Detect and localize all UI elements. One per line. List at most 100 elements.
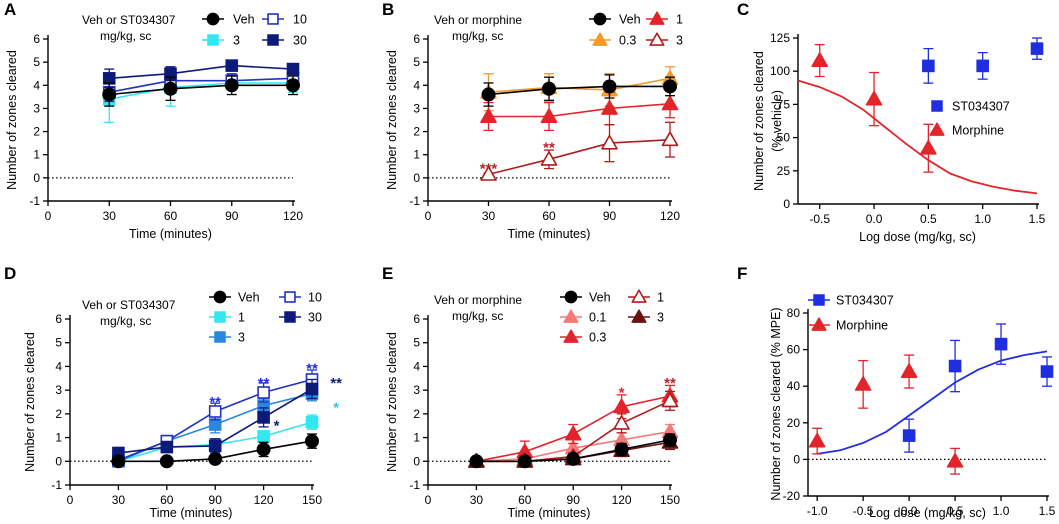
pa-y-tick-label: 2: [33, 125, 40, 139]
pe-y-tick-label: 3: [413, 383, 420, 397]
pd-x-tick-label: 0: [67, 493, 74, 507]
pb-series-3-point: [601, 134, 618, 150]
pf-legend-label: ST034307: [836, 294, 894, 308]
pe-series-03-point: [564, 425, 582, 441]
pf-x-tick-label: -0.5: [853, 504, 874, 518]
pa-series-3-line: [109, 82, 293, 100]
pa-y-tick-label: 6: [33, 32, 40, 46]
pc-series-ST034307-point: [1030, 42, 1044, 55]
pb-series-1-line: [488, 103, 671, 118]
pb-series-Veh-point: [481, 87, 496, 102]
pa-y-axis-title: Number of zones cleared: [5, 50, 19, 190]
panel-label-f: F: [737, 264, 747, 283]
pb-legend-marker: [649, 11, 665, 25]
pd-series-1-point: [257, 430, 270, 443]
pe-y-tick-label: -1: [409, 478, 420, 492]
pd-x-tick-label: 150: [302, 493, 322, 507]
pd-legend-label: Veh: [238, 291, 260, 305]
pb-legend-title: mg/kg, sc: [452, 29, 503, 43]
pb-y-tick-label: 1: [413, 148, 420, 162]
pd-y-tick-label: 3: [55, 383, 62, 397]
pa-series-Veh-point: [163, 81, 178, 96]
pf-x-axis-title: Log dose (mg/kg, sc): [869, 506, 986, 520]
panel-label-a: A: [4, 0, 16, 19]
pd-series-Veh-point: [304, 434, 319, 449]
pa-legend-label: 3: [233, 34, 240, 48]
pd-y-tick-label: 2: [55, 407, 62, 421]
pb-legend-marker: [593, 12, 607, 26]
pa-y-tick-label: 1: [33, 148, 40, 162]
pf-y-tick-label: 80: [787, 306, 801, 320]
pb-legend-label: 3: [676, 34, 683, 48]
pd-series-30-point: [160, 440, 174, 454]
pd-y-tick-label: 1: [55, 431, 62, 445]
pd-legend-label: 10: [308, 291, 322, 305]
pe-legend-marker: [563, 309, 579, 323]
pf-series-Morphine-point: [808, 432, 826, 448]
pe-significance-label: *: [619, 384, 625, 401]
pc-y-tick-label: 50: [777, 131, 791, 145]
pb-legend-label: Veh: [619, 13, 641, 27]
pd-legend-label: 3: [238, 331, 245, 345]
pd-x-tick-label: 120: [254, 493, 274, 507]
panel-label-b: B: [382, 0, 394, 19]
panel-label-c: C: [737, 0, 749, 19]
pa-legend-marker: [206, 12, 220, 26]
pe-series-Veh-point: [566, 451, 581, 466]
pc-legend-marker: [931, 100, 943, 112]
pe-y-tick-label: 1: [413, 431, 420, 445]
pe-legend-label: Veh: [589, 291, 611, 305]
pa-y-tick-label: 4: [33, 78, 40, 92]
panel-c: 0 25 50 75 100 125 -0.5 0.0 0.5 1.0 1.5 Log dose (m…: [752, 31, 1046, 244]
pf-y-tick-label: 60: [787, 343, 801, 357]
pa-series-30-point: [225, 59, 239, 72]
pe-x-tick-label: 120: [612, 493, 632, 507]
pa-y-tick-label: 3: [33, 101, 40, 115]
pd-series-30-point: [257, 411, 270, 424]
pa-series-30-point: [286, 62, 300, 76]
pb-y-tick-label: -1: [409, 194, 420, 208]
pe-series-Veh-point: [662, 432, 677, 447]
pf-series-ST034307-point: [948, 359, 962, 373]
pc-series-Morphine-point: [811, 52, 829, 68]
pe-legend-marker: [563, 329, 579, 343]
pa-y-tick-label: -1: [29, 194, 40, 208]
pe-legend-label: 1: [657, 291, 664, 305]
pf-series-ST034307-point: [1040, 365, 1054, 378]
panel-label-d: D: [4, 264, 16, 283]
panel-label-e: E: [382, 264, 393, 283]
pd-significance-label: **: [209, 394, 221, 411]
pd-y-tick-label: 4: [55, 359, 62, 373]
pb-y-tick-label: 2: [413, 125, 420, 139]
pf-x-tick-label: 1.5: [1039, 504, 1056, 518]
pc-legend-label: Morphine: [952, 124, 1004, 138]
pe-series-Veh-point: [469, 454, 484, 469]
pd-y-tick-label: -1: [51, 478, 62, 492]
pa-series-30-line: [109, 64, 294, 80]
pd-series-Veh-point: [159, 454, 174, 469]
pc-series-Morphine-point: [865, 90, 883, 106]
pa-legend-label: 30: [293, 34, 307, 48]
pd-legend-marker: [284, 291, 296, 303]
pa-y-tick-label: 0: [33, 171, 40, 185]
pf-y-axis-title: Number of zones cleared (% MPE): [769, 307, 783, 500]
pe-legend-label: 3: [657, 311, 664, 325]
pb-series-1-point: [601, 100, 618, 115]
pf-series-ST034307-point: [994, 337, 1008, 351]
pa-x-tick-label: 30: [103, 209, 117, 223]
pc-y-tick-label: 0: [783, 197, 790, 211]
pb-series-Veh-line: [488, 85, 670, 96]
pe-y-tick-label: 2: [413, 407, 420, 421]
pf-legend-marker: [811, 317, 827, 331]
pb-series-Veh-point: [541, 81, 556, 96]
pb-series-1-point: [480, 108, 497, 123]
pe-y-axis-title: Number of zones cleared: [385, 332, 399, 472]
pf-series-Morphine-point: [946, 452, 964, 468]
pd-legend-title: mg/kg, sc: [100, 314, 151, 328]
pf-x-tick-label: -1.0: [807, 504, 828, 518]
pe-x-axis-title: Time (minutes): [508, 506, 591, 520]
pb-y-tick-label: 0: [413, 171, 420, 185]
pb-series-1-point: [661, 95, 679, 111]
